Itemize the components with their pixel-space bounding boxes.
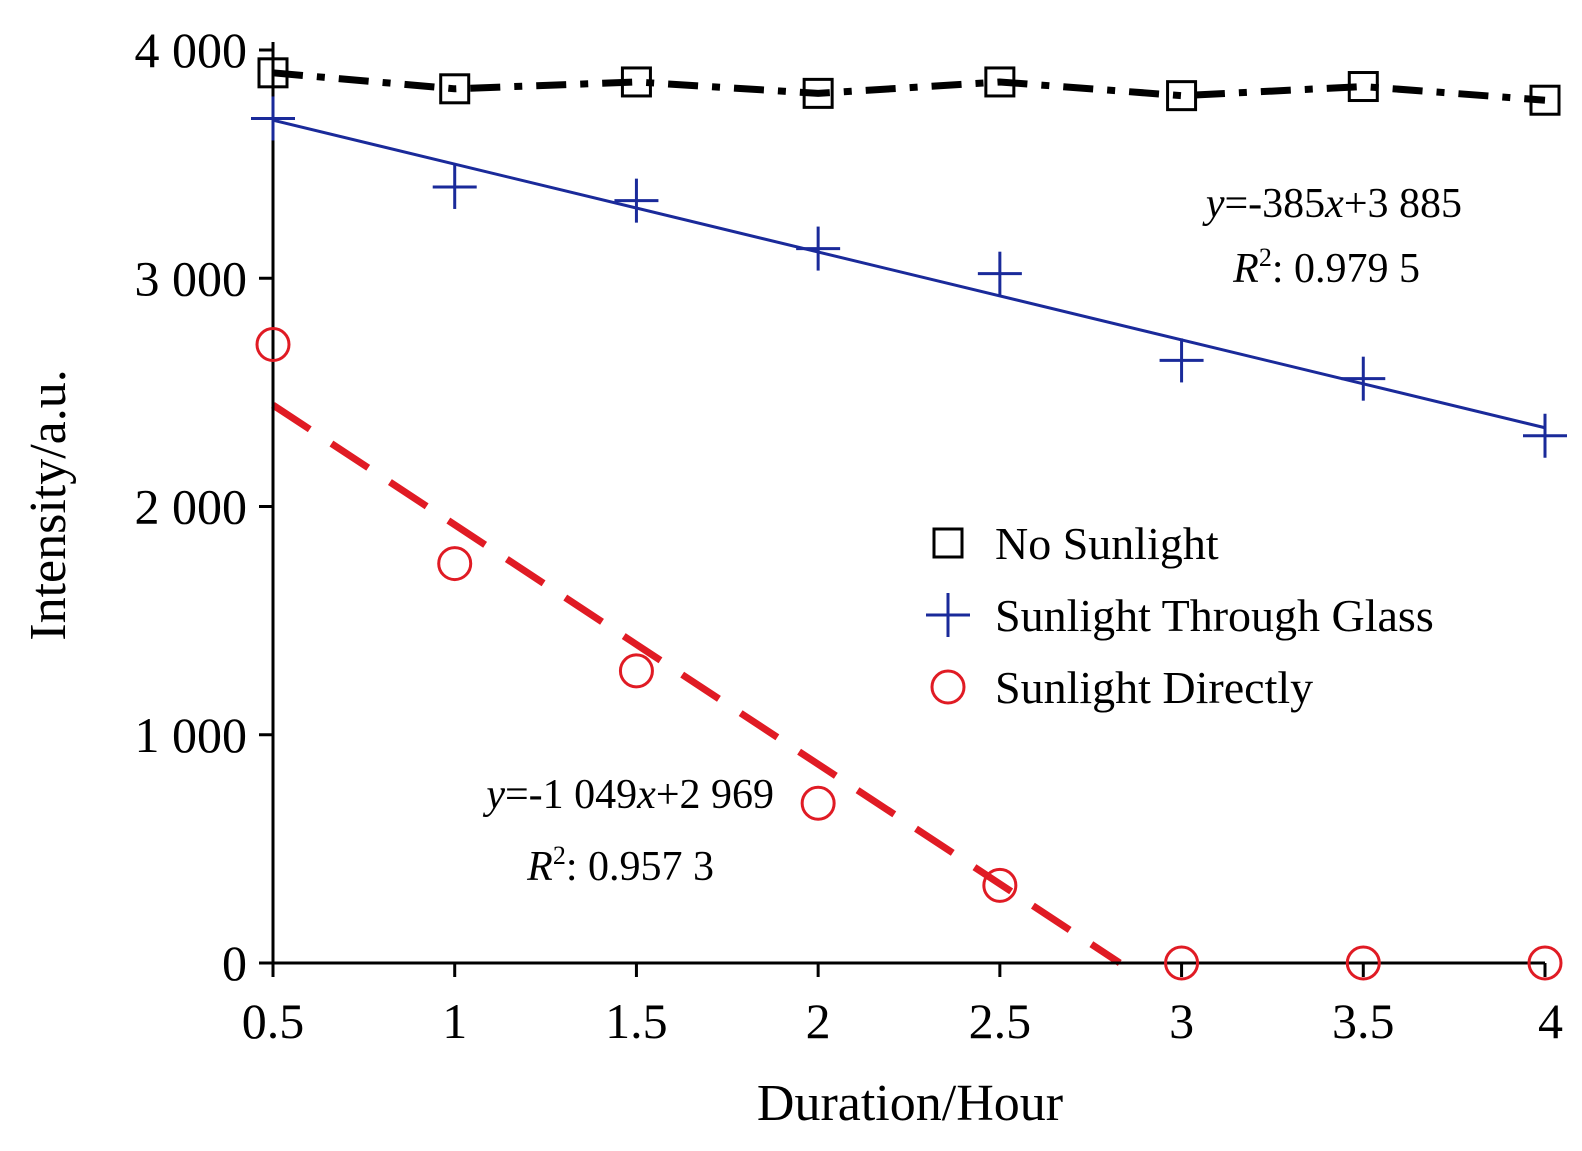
- point-no-sunlight: [984, 66, 1016, 98]
- x-tick-label: 0.5: [242, 993, 305, 1049]
- legend-marker: [926, 593, 970, 637]
- point-sunlight-through-glass: [1523, 413, 1567, 458]
- x-tick-label: 1.5: [605, 993, 668, 1049]
- x-axis-title: Duration/Hour: [757, 1075, 1063, 1132]
- legend-item-sunlight-through-glass: Sunlight Through Glass: [926, 590, 1434, 641]
- legend-label: Sunlight Directly: [995, 662, 1313, 713]
- point-sunlight-through-glass: [1159, 338, 1204, 383]
- point-sunlight-through-glass: [614, 178, 659, 223]
- x-tick-label: 3.5: [1332, 993, 1395, 1049]
- series-line-no-sunlight: [272, 69, 1546, 104]
- point-no-sunlight: [802, 77, 834, 109]
- point-sunlight-directly: [255, 326, 291, 362]
- point-sunlight-directly: [800, 785, 836, 821]
- point-no-sunlight: [620, 66, 652, 98]
- fit-line-sunlight-through-glass: [272, 118, 1546, 430]
- r2-directly: R2: 0.957 3: [526, 841, 714, 890]
- y-tick-label: 0: [222, 935, 247, 991]
- x-tick-label: 2: [806, 993, 831, 1049]
- equation-directly: y=-1 049x+2 969: [482, 772, 774, 818]
- point-no-sunlight: [1166, 80, 1198, 112]
- point-no-sunlight: [257, 57, 289, 89]
- point-no-sunlight: [1347, 71, 1379, 103]
- y-tick-label: 4 000: [135, 22, 248, 78]
- point-sunlight-through-glass: [432, 164, 477, 209]
- legend: No Sunlight Sunlight Through Glass Sunligh…: [926, 518, 1434, 713]
- legend-marker: [932, 527, 964, 559]
- y-tick-label: 2 000: [135, 479, 248, 535]
- fit-line-sunlight-directly: [271, 402, 1122, 966]
- point-sunlight-directly: [1164, 945, 1200, 981]
- equation-through-glass: y=-385x+3 885: [1202, 181, 1462, 227]
- legend-marker: [930, 669, 966, 705]
- r2-through-glass: R2: 0.979 5: [1232, 243, 1420, 292]
- point-sunlight-through-glass: [251, 96, 295, 141]
- legend-item-sunlight-directly: Sunlight Directly: [930, 662, 1313, 713]
- point-sunlight-directly: [982, 867, 1018, 903]
- point-sunlight-directly: [437, 546, 473, 582]
- axes: 0 1 000 2 000 3 000 4 000 0.5 1 1.5 2 2.5 3 3.5 4: [135, 22, 1564, 1049]
- y-tick-label: 3 000: [135, 250, 248, 306]
- fit-lines: [271, 118, 1546, 966]
- point-no-sunlight: [1529, 84, 1561, 116]
- series-lines: [272, 69, 1546, 104]
- y-axis-title: Intensity/a.u.: [20, 369, 77, 641]
- legend-label: Sunlight Through Glass: [995, 590, 1434, 641]
- legend-label: No Sunlight: [995, 518, 1219, 569]
- point-no-sunlight: [439, 73, 471, 105]
- point-sunlight-through-glass: [796, 226, 841, 271]
- point-sunlight-directly: [618, 653, 654, 689]
- x-tick-label: 1: [442, 993, 467, 1049]
- x-tick-label: 3: [1169, 993, 1194, 1049]
- x-tick-label: 4: [1538, 993, 1563, 1049]
- point-sunlight-directly: [1345, 945, 1381, 981]
- point-sunlight-through-glass: [1341, 356, 1386, 401]
- point-sunlight-through-glass: [977, 251, 1022, 296]
- point-sunlight-directly: [1527, 945, 1563, 981]
- legend-item-no-sunlight: No Sunlight: [932, 518, 1219, 569]
- x-tick-label: 2.5: [969, 993, 1032, 1049]
- y-tick-label: 1 000: [135, 707, 248, 763]
- markers: [251, 57, 1567, 981]
